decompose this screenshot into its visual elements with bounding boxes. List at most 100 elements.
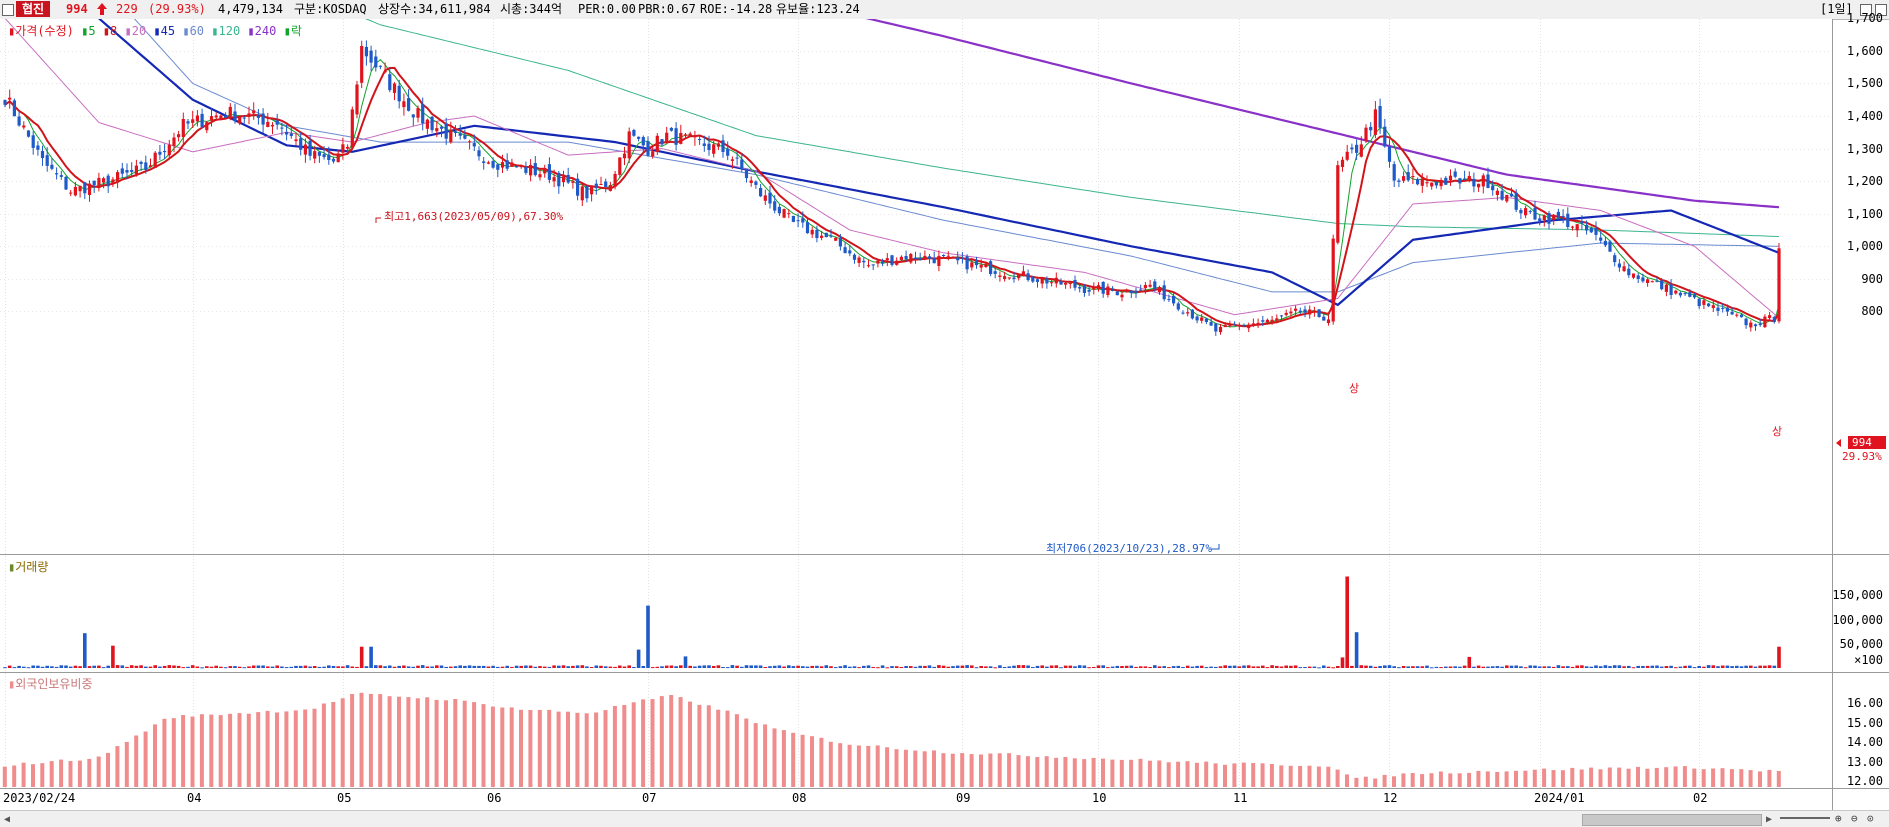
stock-chart[interactable] <box>0 19 1889 810</box>
candle-body <box>1636 275 1640 279</box>
foreign-bar <box>1185 761 1190 787</box>
volume-bar <box>120 665 125 668</box>
high-annotation: 최고1,663(2023/05/09),67.30% <box>384 210 564 223</box>
foreign-bar <box>969 754 974 787</box>
volume-bar <box>1190 666 1195 668</box>
candle-body <box>951 256 955 258</box>
volume-bar <box>331 666 336 668</box>
candle-body <box>463 135 467 139</box>
foreign-bar <box>143 731 148 787</box>
stock-name-badge[interactable]: 협진 <box>16 1 51 17</box>
foreign-bar <box>1701 769 1706 787</box>
candle-body <box>130 170 134 172</box>
volume-bar <box>1777 646 1781 668</box>
candle-body <box>1082 286 1086 293</box>
zoom-in-icon[interactable]: ⊕ <box>1835 812 1842 825</box>
volume-bar <box>824 665 829 668</box>
price-tick: 800 <box>1861 304 1883 319</box>
scroll-right-icon[interactable]: ▶ <box>1766 814 1773 825</box>
price-change-pct: (29.93%) <box>148 2 206 16</box>
volume-bar <box>1636 665 1640 668</box>
volume-bar <box>1096 665 1101 668</box>
candle-body <box>1617 263 1621 268</box>
scroll-bar[interactable]: ◀ ▶ ⊕ ⊖ ⊙ <box>0 810 1889 827</box>
candle-body <box>1040 278 1044 284</box>
candle-body <box>552 177 556 182</box>
candle-body <box>1406 172 1410 181</box>
foreign-bar <box>59 759 64 787</box>
volume-bar <box>1744 665 1748 668</box>
foreign-bar <box>218 715 223 787</box>
volume-bar <box>711 666 716 668</box>
volume-bar <box>852 666 857 668</box>
foreign-bar <box>444 700 448 787</box>
volume-bar <box>1101 665 1105 668</box>
zoom-reset-icon[interactable]: ⊙ <box>1867 812 1874 825</box>
candle-body <box>1509 193 1514 197</box>
period-selector[interactable]: [1일] <box>1820 2 1853 16</box>
candle-body <box>904 256 908 260</box>
foreign-bar <box>181 715 186 787</box>
candle-body <box>1477 183 1481 188</box>
volume-bar <box>275 665 279 668</box>
volume-bar <box>1307 666 1312 668</box>
candle-body <box>449 129 453 143</box>
candle-body <box>1495 190 1499 195</box>
volume-bar <box>725 667 730 669</box>
candle-body <box>1533 207 1537 220</box>
candle-body <box>1115 291 1119 296</box>
candle-body <box>439 126 444 129</box>
foreign-bar <box>594 712 599 787</box>
date-tick: 05 <box>337 791 352 805</box>
close-icon[interactable] <box>1875 4 1887 16</box>
candle-body <box>510 162 514 167</box>
volume-bar <box>1368 665 1373 668</box>
candle-body <box>1336 165 1340 243</box>
foreign-bar <box>1298 766 1303 787</box>
candle-body <box>998 275 1002 277</box>
volume-bar <box>1415 666 1420 668</box>
foreign-bar <box>1354 777 1359 787</box>
candle-body <box>1486 174 1490 188</box>
volume-bar <box>134 665 139 668</box>
candle-body <box>425 119 429 129</box>
volume-bar <box>791 666 796 668</box>
foreign-bar <box>77 760 82 787</box>
candle-body <box>1167 298 1171 300</box>
minimize-icon[interactable] <box>1860 4 1872 16</box>
foreign-bar <box>885 747 890 787</box>
menu-toggle-icon[interactable] <box>2 4 14 16</box>
zoom-out-icon[interactable]: ⊖ <box>1851 812 1858 825</box>
volume-bar <box>500 666 505 668</box>
candle-body <box>1500 190 1504 200</box>
candle-body <box>163 151 167 153</box>
foreign-bar <box>734 714 739 787</box>
candle-body <box>1345 151 1349 160</box>
candle-body <box>224 115 228 118</box>
scroll-thumb[interactable] <box>1582 814 1762 826</box>
volume-bar <box>1340 657 1345 668</box>
volume-bar <box>144 666 148 668</box>
candle-body <box>444 123 448 139</box>
candle-body <box>1294 308 1298 311</box>
volume-bar <box>1124 665 1129 668</box>
volume-bar <box>721 667 725 668</box>
foreign-bar <box>293 710 298 787</box>
foreign-bar <box>1776 771 1781 787</box>
price-tick: 1,300 <box>1846 141 1883 156</box>
foreign-bar <box>106 752 110 787</box>
scroll-left-icon[interactable]: ◀ <box>4 814 11 825</box>
candle-body <box>397 85 401 102</box>
volume-bar <box>233 666 237 668</box>
candle-body <box>266 121 270 127</box>
zoom-slider[interactable] <box>1780 817 1830 819</box>
volume-bar <box>1317 667 1321 669</box>
foreign-bar <box>2 766 7 787</box>
volume-bar <box>763 667 768 668</box>
volume-bar <box>913 666 918 668</box>
foreign-bar <box>1345 774 1349 787</box>
volume-bar <box>1153 665 1157 668</box>
volume-bar <box>1453 666 1457 668</box>
volume-bar <box>1289 665 1293 668</box>
foreign-tick: 14.00 <box>1846 735 1883 750</box>
